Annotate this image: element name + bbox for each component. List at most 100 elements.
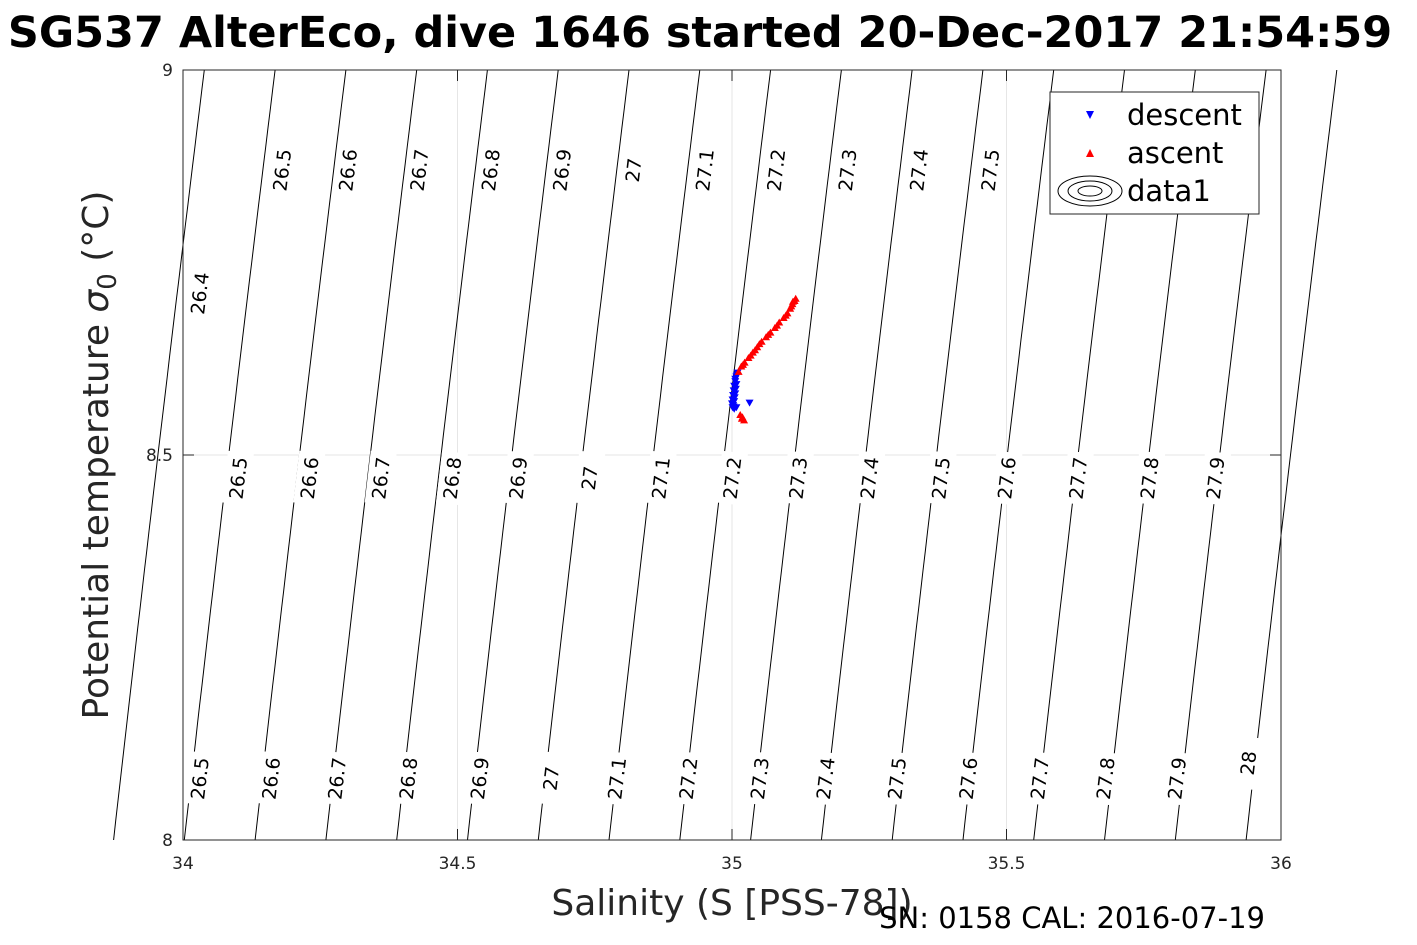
contour-label: 27.7	[1065, 456, 1092, 501]
contour-label: 27.1	[604, 756, 631, 801]
contour-label-bg-17	[436, 450, 468, 506]
contour-label: 26.6	[258, 756, 285, 801]
ascent-point	[734, 367, 743, 375]
contour-label: 27.5	[978, 148, 1005, 193]
contour-label: 26.4	[187, 271, 214, 316]
contour-label: 27.3	[747, 756, 774, 801]
x-tick-label: 35	[721, 854, 743, 874]
legend-descent-label: descent	[1127, 98, 1242, 132]
contour-label-bg-24	[924, 450, 957, 506]
contour-label-bg-33	[463, 751, 496, 806]
contour-label: 26.8	[396, 756, 423, 801]
contour-label: 26.9	[505, 456, 532, 501]
contour-label: 27	[578, 465, 603, 492]
contour-label-bg-3	[403, 142, 436, 198]
contour-label-bg-20	[644, 450, 677, 506]
descent-point	[731, 385, 740, 393]
contour-label-bg-19	[573, 450, 606, 506]
chart-title: SG537 AlterEco, dive 1646 started 20-Dec…	[8, 8, 1392, 58]
contour-label-bg-22	[781, 450, 814, 506]
contour-label: 26.5	[269, 148, 296, 193]
contour-label: 27.6	[994, 456, 1021, 501]
ascent-point	[781, 311, 790, 319]
contour-label: 27.2	[720, 456, 747, 501]
legend-descent-marker	[1086, 111, 1094, 119]
contour-label: 28	[1237, 750, 1262, 777]
contour-line-4	[396, 69, 488, 841]
x-tick-label: 35.5	[988, 854, 1026, 874]
contour-label-bg-15	[293, 450, 326, 506]
descent-point	[745, 399, 754, 407]
y-axis-label-sigma: σ	[76, 289, 117, 313]
contour-label: 27.6	[956, 756, 983, 801]
legend-data1-label: data1	[1127, 174, 1211, 208]
contour-label: 27.8	[1093, 756, 1120, 801]
x-tick-label: 36	[1270, 854, 1292, 874]
contour-line-0	[113, 69, 205, 841]
ascent-point	[746, 351, 755, 359]
contour-label: 27.5	[884, 756, 911, 801]
contour-label: 26.5	[225, 456, 252, 501]
ascent-point	[738, 413, 747, 421]
contour-labels: 26.4 26.5 26.6 26.7 26.8 26.9 27 27.1 27.2 27.3 27…	[183, 142, 1265, 806]
contour-label-bg-18	[501, 450, 534, 506]
ascent-point	[764, 330, 773, 338]
contour-label-bg-8	[759, 142, 792, 198]
y-tick-label: 8	[162, 831, 173, 851]
contour-label: 27.1	[648, 456, 675, 501]
footer-calibration: SN: 0158 CAL: 2016-07-19	[879, 901, 1265, 935]
axis-ticks: 34 34.5 35 35.5 36 8 8.5 9	[146, 61, 1292, 874]
ascent-point	[787, 302, 796, 310]
contour-label: 27.4	[857, 456, 884, 501]
contour-label-bg-44	[1232, 735, 1265, 791]
contour-label-bg-39	[880, 751, 913, 806]
contour-label: 27.2	[764, 148, 791, 193]
ascent-point	[773, 321, 782, 329]
contour-label: 27.4	[813, 756, 840, 801]
contour-label: 26.7	[407, 148, 434, 193]
contour-label-bg-7	[688, 142, 721, 198]
contour-label-bg-1	[265, 142, 298, 198]
ascent-point	[738, 360, 747, 368]
contour-label-bg-16	[364, 450, 397, 506]
contour-label-bg-29	[183, 751, 216, 806]
contour-label: 27.8	[1137, 456, 1164, 501]
descent-point	[732, 381, 741, 389]
contour-label: 26.8	[440, 456, 467, 501]
contour-label-bg-28	[1199, 450, 1232, 506]
contour-label: 26.9	[549, 148, 576, 193]
contour-label: 27	[622, 157, 647, 184]
x-tick-label: 34	[172, 854, 194, 874]
y-tick-label: 9	[162, 61, 173, 81]
x-axis-label: Salinity (S [PSS-78])	[551, 883, 912, 924]
contour-label: 27.3	[835, 148, 862, 193]
ascent-point	[751, 346, 760, 354]
contour-label: 27.1	[692, 148, 719, 193]
data-series	[728, 294, 800, 424]
contour-label: 27.7	[1027, 756, 1054, 801]
contour-label: 26.7	[324, 756, 351, 801]
contour-label-bg-42	[1089, 751, 1122, 806]
descent-point	[730, 394, 739, 402]
contour-label-bg-6	[617, 142, 650, 198]
contour-label-bg-11	[974, 142, 1006, 198]
contour-label: 27.4	[906, 148, 933, 193]
y-axis-label-unit: (°C)	[76, 191, 117, 274]
legend-box	[1049, 91, 1260, 215]
contour-label-bg-31	[320, 751, 353, 806]
descent-point	[729, 403, 738, 411]
contour-line-16	[1245, 69, 1338, 841]
contour-label-bg-4	[474, 142, 507, 198]
contour-label: 27.9	[1203, 456, 1230, 501]
contour-label-bg-38	[809, 751, 842, 806]
contour-label-bg-2	[331, 142, 364, 198]
contour-label: 26.5	[187, 756, 214, 801]
contour-label: 27.2	[676, 756, 703, 801]
descent-point	[731, 390, 740, 398]
contour-label-bg-26	[1061, 450, 1094, 506]
ascent-point	[755, 340, 764, 348]
contour-label-bg-23	[853, 450, 886, 506]
legend-ascent-marker	[1086, 149, 1094, 157]
y-axis-label-main: Potential temperature	[76, 313, 117, 720]
